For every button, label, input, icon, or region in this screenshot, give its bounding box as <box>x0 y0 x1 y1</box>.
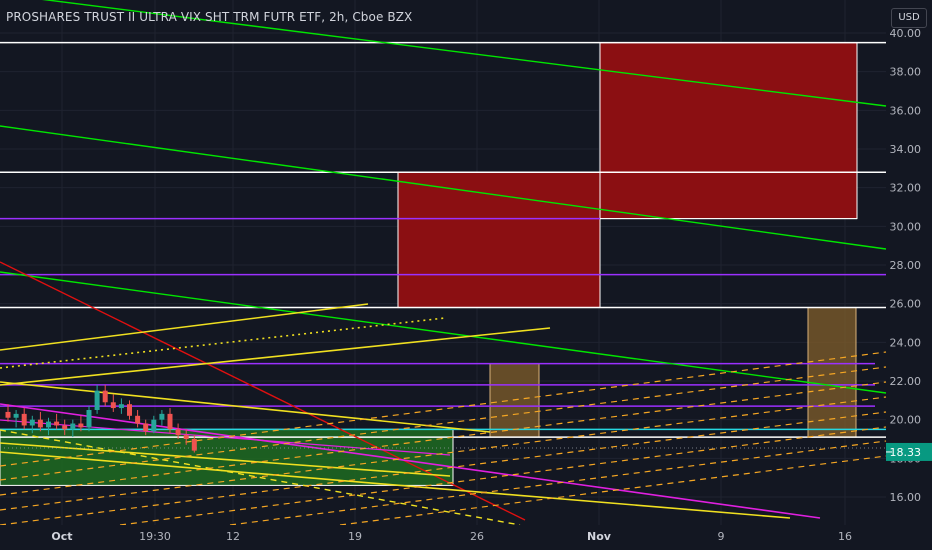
candle-body <box>102 390 108 403</box>
zone-orange <box>807 307 857 438</box>
last-price-label: 18.33 <box>890 446 922 459</box>
yellow-trendline <box>0 442 451 477</box>
x-tick-label: 26 <box>470 530 484 543</box>
candle-body <box>37 419 43 428</box>
candle-body <box>46 421 51 428</box>
candle-body <box>183 435 189 439</box>
yellow-trendline <box>0 327 551 386</box>
yellow-dashed-trendline <box>0 429 521 526</box>
yellow-trendline <box>0 381 491 433</box>
last-price-badge <box>886 442 932 461</box>
zone-green <box>0 428 454 486</box>
candle-body <box>167 413 173 430</box>
y-tick-label: 26.00 <box>890 298 922 311</box>
yellow-dotted-trendline <box>0 317 446 369</box>
candle-body <box>29 419 35 426</box>
candle-body <box>94 390 100 410</box>
zones-layer <box>0 42 858 486</box>
candle-body <box>21 413 27 426</box>
candle-body <box>118 404 124 409</box>
candle-body <box>5 411 11 418</box>
orange-dashed-channel-line <box>0 396 887 511</box>
candle-body <box>151 419 157 432</box>
orange-dashed-channel-line <box>229 440 887 526</box>
candle-body <box>143 423 149 432</box>
x-axis-bg <box>0 525 886 550</box>
candle-body <box>86 410 92 428</box>
y-tick-label: 16.00 <box>890 491 922 504</box>
candle-body <box>175 429 181 436</box>
candle-body <box>159 413 165 420</box>
candle-body <box>78 423 84 428</box>
candle-body <box>110 402 116 409</box>
green-trendline <box>41 0 887 107</box>
orange-dashed-channel-line <box>0 351 887 467</box>
green-trendline <box>0 125 887 250</box>
x-tick-label: Nov <box>587 530 612 543</box>
x-tick-label: 12 <box>226 530 240 543</box>
red-trendline <box>0 261 526 521</box>
x-tick-label: 16 <box>838 530 852 543</box>
candles-layer <box>5 384 197 453</box>
y-tick-label: 22.00 <box>890 375 922 388</box>
x-tick-label: Oct <box>51 530 72 543</box>
candle-body <box>135 415 141 424</box>
orange-dashed-channel-line <box>0 366 887 481</box>
y-tick-label: 20.00 <box>890 414 922 427</box>
x-tick-label: 9 <box>718 530 725 543</box>
levels-layer <box>0 41 886 438</box>
y-tick-label: 40.00 <box>890 27 922 40</box>
currency-button[interactable]: USD <box>891 8 927 28</box>
orange-dashed-channel-line <box>339 455 887 526</box>
zone-red <box>397 171 601 309</box>
y-tick-label: 36.00 <box>890 104 922 117</box>
orange-dashed-channel-line <box>119 426 887 526</box>
candle-body <box>13 413 19 418</box>
orange-dashed-channel-line <box>0 411 887 526</box>
candle-body <box>70 423 76 430</box>
axes-layer: 16.0018.0020.0022.0024.0026.0028.0030.00… <box>0 27 932 550</box>
y-tick-label: 34.00 <box>890 143 922 156</box>
y-tick-label: 32.00 <box>890 182 922 195</box>
y-tick-label: 38.00 <box>890 66 922 79</box>
candle-body <box>62 425 68 430</box>
y-tick-label: 28.00 <box>890 259 922 272</box>
candle-body <box>127 404 132 416</box>
orange-dashed-channel-line <box>0 381 887 496</box>
y-tick-label: 30.00 <box>890 220 922 233</box>
candle-body <box>191 439 197 451</box>
x-tick-label: 19:30 <box>139 530 171 543</box>
green-trendline <box>0 271 887 394</box>
yellow-trendline <box>0 303 369 351</box>
x-tick-label: 19 <box>348 530 362 543</box>
candle-body <box>54 421 60 426</box>
chart-title: PROSHARES TRUST II ULTRA VIX SHT TRM FUT… <box>6 10 413 24</box>
y-tick-label: 24.00 <box>890 336 922 349</box>
zone-red <box>599 42 858 220</box>
